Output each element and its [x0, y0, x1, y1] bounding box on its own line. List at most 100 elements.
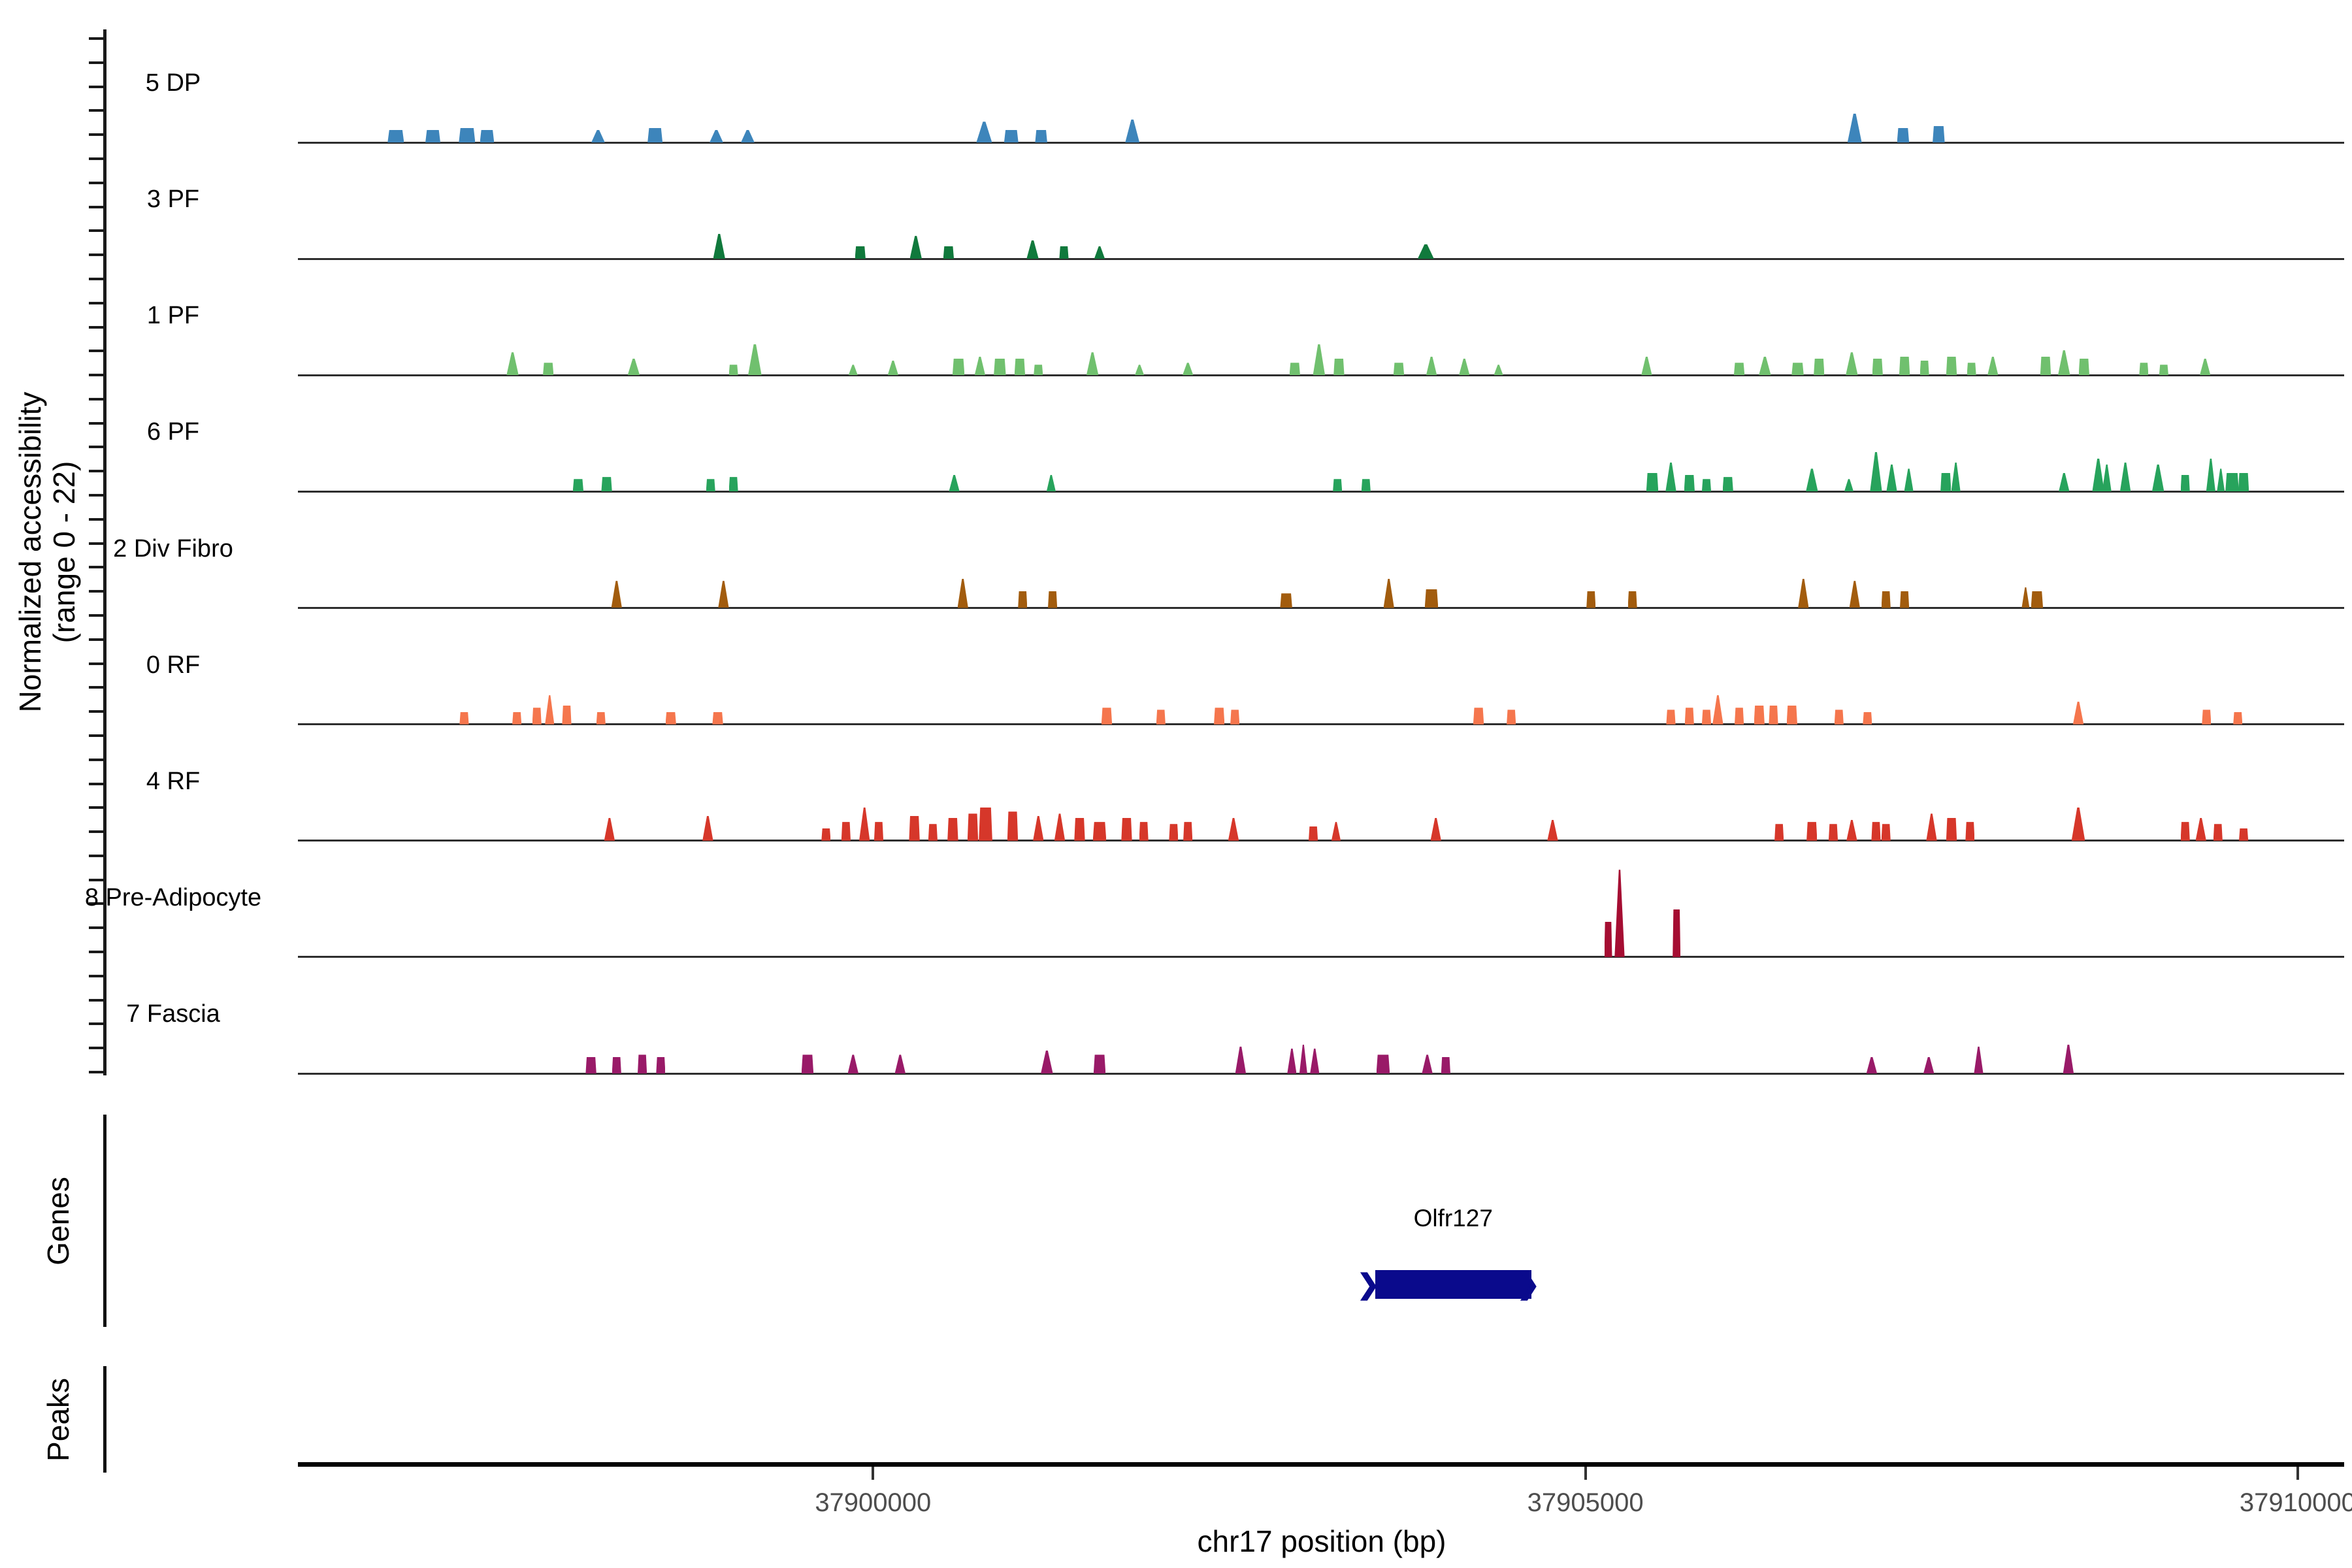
coverage-peak [728, 477, 738, 492]
coverage-peak [1769, 706, 1778, 725]
coverage-peak [748, 344, 762, 376]
coverage-peak [1121, 817, 1132, 841]
coverage-peak [1393, 363, 1405, 376]
y-axis-tick [89, 1047, 103, 1050]
x-tick-label: 37905000 [1527, 1488, 1644, 1517]
coverage-peak [1230, 710, 1240, 725]
y-axis-tick [89, 350, 103, 353]
coverage-peak [532, 708, 542, 725]
y-axis-tick [89, 1022, 103, 1026]
coverage-peak [1424, 589, 1439, 608]
coverage-peak [1289, 363, 1300, 376]
coverage-peak [2063, 1044, 2074, 1073]
coverage-peak [1422, 1054, 1433, 1073]
y-axis-tick [89, 85, 103, 88]
coverage-peak [601, 477, 612, 492]
coverage-peak [2233, 711, 2243, 725]
y-axis-tick [89, 253, 103, 257]
y-axis-tick [89, 109, 103, 112]
y-axis-tick [89, 734, 103, 737]
x-tick-label: 37900000 [815, 1488, 932, 1517]
coverage-peak [1014, 358, 1026, 376]
coverage-peak [909, 815, 920, 841]
coverage-peak [545, 695, 555, 725]
y-axis-tick [89, 782, 103, 785]
track-baseline-6-pf [298, 490, 2344, 493]
coverage-peak [909, 236, 922, 259]
coverage-peak [2059, 472, 2070, 492]
coverage-peak [647, 127, 663, 142]
coverage-peak [1666, 710, 1676, 725]
coverage-peak [1048, 591, 1058, 608]
coverage-peak [1627, 591, 1637, 608]
x-axis-title: chr17 position (bp) [1197, 1524, 1446, 1558]
coverage-peak [1933, 125, 1945, 142]
track-label-4-rf: 4 RF [146, 767, 201, 795]
coverage-peak [627, 358, 640, 376]
coverage-peak [1919, 361, 1929, 376]
coverage-peak [1754, 706, 1765, 725]
coverage-peak [506, 352, 519, 376]
track-baseline-5-dp [298, 141, 2344, 144]
coverage-peak [1974, 1046, 1984, 1073]
coverage-peak [1926, 813, 1937, 841]
coverage-peak [638, 1054, 647, 1073]
coverage-peak [706, 479, 715, 492]
y-axis-tick [89, 902, 103, 906]
coverage-peak [1987, 356, 1999, 376]
y-axis-tick [89, 638, 103, 641]
coverage-peak [1665, 462, 1676, 492]
coverage-peak [821, 828, 831, 841]
y-axis-tick [89, 951, 103, 953]
coverage-peak [1417, 244, 1434, 259]
y-axis-tick [89, 806, 103, 809]
coverage-peak [1844, 479, 1854, 492]
coverage-peak [741, 129, 755, 142]
coverage-peak [1183, 822, 1193, 841]
track-baseline-1-pf [298, 374, 2344, 376]
coverage-peak [1899, 356, 1910, 376]
coverage-peak [1863, 711, 1872, 725]
coverage-peak [702, 815, 713, 841]
coverage-peak [2217, 468, 2225, 492]
y-axis-tick [89, 133, 103, 137]
track-label-6-pf: 6 PF [146, 418, 200, 446]
coverage-peak [1430, 817, 1441, 841]
coverage-peak [928, 824, 938, 841]
coverage-peak [2225, 472, 2239, 492]
track-label-2-div-fibro: 2 Div Fibro [113, 534, 233, 563]
coverage-peak [480, 129, 495, 142]
track-label-7-fascia: 7 Fascia [126, 1000, 220, 1028]
coverage-peak [994, 358, 1006, 376]
coverage-peak [2151, 465, 2164, 492]
coverage-peak [1684, 708, 1694, 725]
coverage-peak [1034, 365, 1043, 376]
y-axis-tick [89, 1071, 103, 1073]
coverage-peak [591, 129, 605, 142]
coverage-peak [974, 356, 986, 376]
coverage-peak [1870, 451, 1882, 492]
y-axis-tick [89, 566, 103, 569]
coverage-peak [710, 129, 723, 142]
coverage-peak [1507, 710, 1516, 725]
coverage-peak [1604, 921, 1612, 957]
coverage-peak [1641, 356, 1652, 376]
y-axis-tick [89, 421, 103, 425]
coverage-peak [1701, 710, 1712, 725]
track-label-8-pre-adipocyte: 8 Pre-Adipocyte [84, 883, 262, 911]
coverage-peak [1287, 1048, 1297, 1073]
x-axis-tick [2296, 1467, 2299, 1480]
coverage-peak [459, 711, 469, 725]
gene-label: Olfr127 [1413, 1205, 1493, 1232]
coverage-peak [1333, 479, 1343, 492]
coverage-peak [1086, 352, 1099, 376]
y-axis-tick [89, 998, 103, 1002]
coverage-peak [1473, 708, 1484, 725]
coverage-peak [2206, 458, 2215, 492]
coverage-peak [2213, 824, 2223, 841]
coverage-peak [2092, 458, 2104, 492]
coverage-peak [1310, 1048, 1320, 1073]
coverage-peak [596, 711, 606, 725]
y-axis-line [103, 29, 106, 1075]
